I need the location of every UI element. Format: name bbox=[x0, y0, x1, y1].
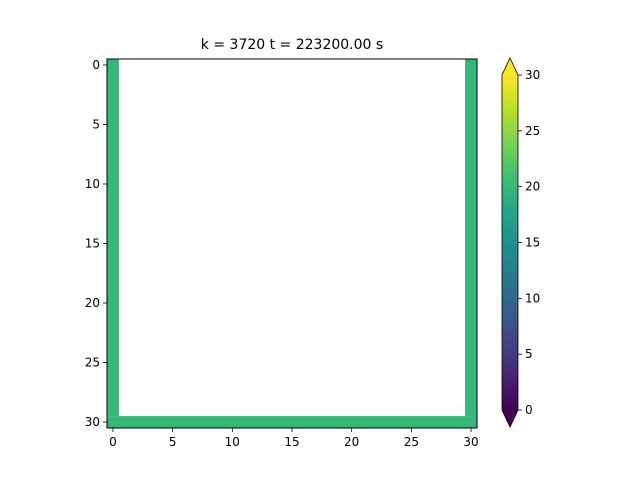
y-axis-ticks: 0 5 10 15 20 25 30 bbox=[85, 58, 107, 429]
x-tick-label: 0 bbox=[109, 435, 117, 449]
x-tick-label: 15 bbox=[284, 435, 299, 449]
y-tick-label: 20 bbox=[85, 296, 100, 310]
colorbar-tick-label: 10 bbox=[525, 291, 540, 305]
colorbar-tick-label: 25 bbox=[525, 124, 540, 138]
y-tick-label: 30 bbox=[85, 415, 100, 429]
y-tick-label: 10 bbox=[85, 177, 100, 191]
heatmap-cells bbox=[107, 59, 477, 428]
heatmap-cell-right-wall bbox=[465, 59, 477, 417]
colorbar-ticks: 0 5 10 15 20 25 30 bbox=[518, 68, 540, 417]
y-tick-label: 0 bbox=[92, 58, 100, 72]
axes-frame bbox=[106, 58, 478, 429]
colorbar: 0 5 10 15 20 25 30 bbox=[501, 57, 540, 428]
x-tick-label: 25 bbox=[404, 435, 419, 449]
chart-title: k = 3720 t = 223200.00 s bbox=[201, 37, 383, 53]
colorbar-tick-label: 15 bbox=[525, 236, 540, 250]
x-tick-label: 5 bbox=[169, 435, 177, 449]
x-tick-label: 10 bbox=[225, 435, 240, 449]
heatmap-cell-bottom-wall bbox=[107, 416, 477, 428]
colorbar-gradient bbox=[502, 75, 518, 410]
colorbar-tick-label: 30 bbox=[525, 68, 540, 82]
x-tick-label: 20 bbox=[344, 435, 359, 449]
colorbar-tick-label: 20 bbox=[525, 180, 540, 194]
y-tick-label: 15 bbox=[85, 237, 100, 251]
heatmap-cell-left-wall bbox=[107, 59, 119, 417]
y-tick-label: 5 bbox=[92, 117, 100, 131]
y-tick-label: 25 bbox=[85, 356, 100, 370]
plot-area: 0 5 10 15 20 25 30 0 5 10 15 20 25 30 bbox=[85, 58, 479, 449]
x-tick-label: 30 bbox=[463, 435, 478, 449]
x-axis-ticks: 0 5 10 15 20 25 30 bbox=[109, 428, 479, 449]
colorbar-extend-max bbox=[502, 58, 518, 75]
colorbar-tick-label: 5 bbox=[525, 347, 533, 361]
colorbar-extend-min bbox=[502, 410, 518, 427]
colorbar-tick-label: 0 bbox=[525, 403, 533, 417]
